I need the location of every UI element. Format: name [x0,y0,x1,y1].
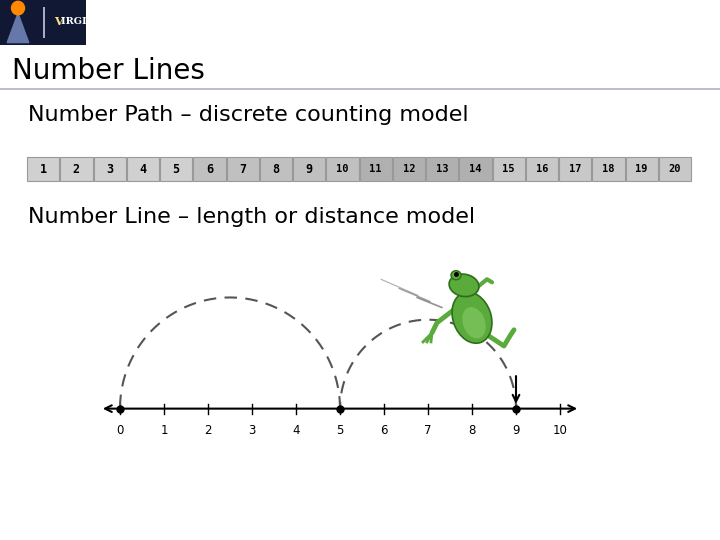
Ellipse shape [12,1,24,15]
Text: 16: 16 [536,164,548,174]
Text: V: V [54,16,63,27]
Text: 7: 7 [239,163,246,176]
Bar [227,157,258,181]
Text: 2: 2 [204,424,212,437]
Text: 15: 15 [503,164,515,174]
Bar [593,157,624,181]
Text: 4: 4 [139,163,146,176]
Bar [326,157,359,181]
Bar [293,157,325,181]
Bar [559,157,591,181]
Text: 4: 4 [292,424,300,437]
Bar [260,157,292,181]
Text: 9: 9 [512,424,520,437]
Bar [60,157,92,181]
Bar [27,157,59,181]
Text: 10: 10 [336,164,348,174]
Text: 1: 1 [161,424,168,437]
Ellipse shape [462,307,486,339]
Text: 13: 13 [436,164,449,174]
Bar [127,157,159,181]
Bar [492,157,525,181]
Text: Number Path – discrete counting model: Number Path – discrete counting model [28,105,469,125]
Bar [626,157,658,181]
Text: IRGINIA  D: IRGINIA D [61,17,123,26]
Ellipse shape [452,292,492,343]
Bar [426,157,458,181]
Text: 6: 6 [206,163,213,176]
Bar [94,157,126,181]
Text: 11: 11 [369,164,382,174]
Text: Number Lines: Number Lines [12,57,205,85]
Text: DUCATION: DUCATION [228,17,289,26]
Text: 14: 14 [469,164,482,174]
Text: 6: 6 [380,424,388,437]
Text: 2: 2 [73,163,80,176]
Text: 8: 8 [272,163,279,176]
Ellipse shape [451,271,461,280]
Bar [359,157,392,181]
Bar [659,157,691,181]
Text: 20: 20 [669,164,681,174]
Bar [392,157,425,181]
Ellipse shape [449,274,479,296]
Polygon shape [7,14,29,43]
Text: Number Line – length or distance model: Number Line – length or distance model [28,206,475,226]
Bar [0,0,86,45]
Text: 8: 8 [468,424,476,437]
Text: 3: 3 [248,424,256,437]
Text: 12: 12 [402,164,415,174]
Text: EPARTMENT OF  E: EPARTMENT OF E [126,17,230,26]
Text: 1: 1 [40,163,47,176]
Text: 9: 9 [305,163,312,176]
Bar [43,6,45,38]
Bar [459,157,492,181]
Text: 5: 5 [336,424,343,437]
Text: 18: 18 [602,164,615,174]
Bar [193,157,225,181]
Bar [160,157,192,181]
Text: 10: 10 [552,424,567,437]
Bar [526,157,558,181]
Text: 19: 19 [635,164,648,174]
Text: 5: 5 [173,163,180,176]
Text: 0: 0 [117,424,124,437]
Text: 7: 7 [424,424,432,437]
Text: 3: 3 [106,163,113,176]
Text: 17: 17 [569,164,581,174]
